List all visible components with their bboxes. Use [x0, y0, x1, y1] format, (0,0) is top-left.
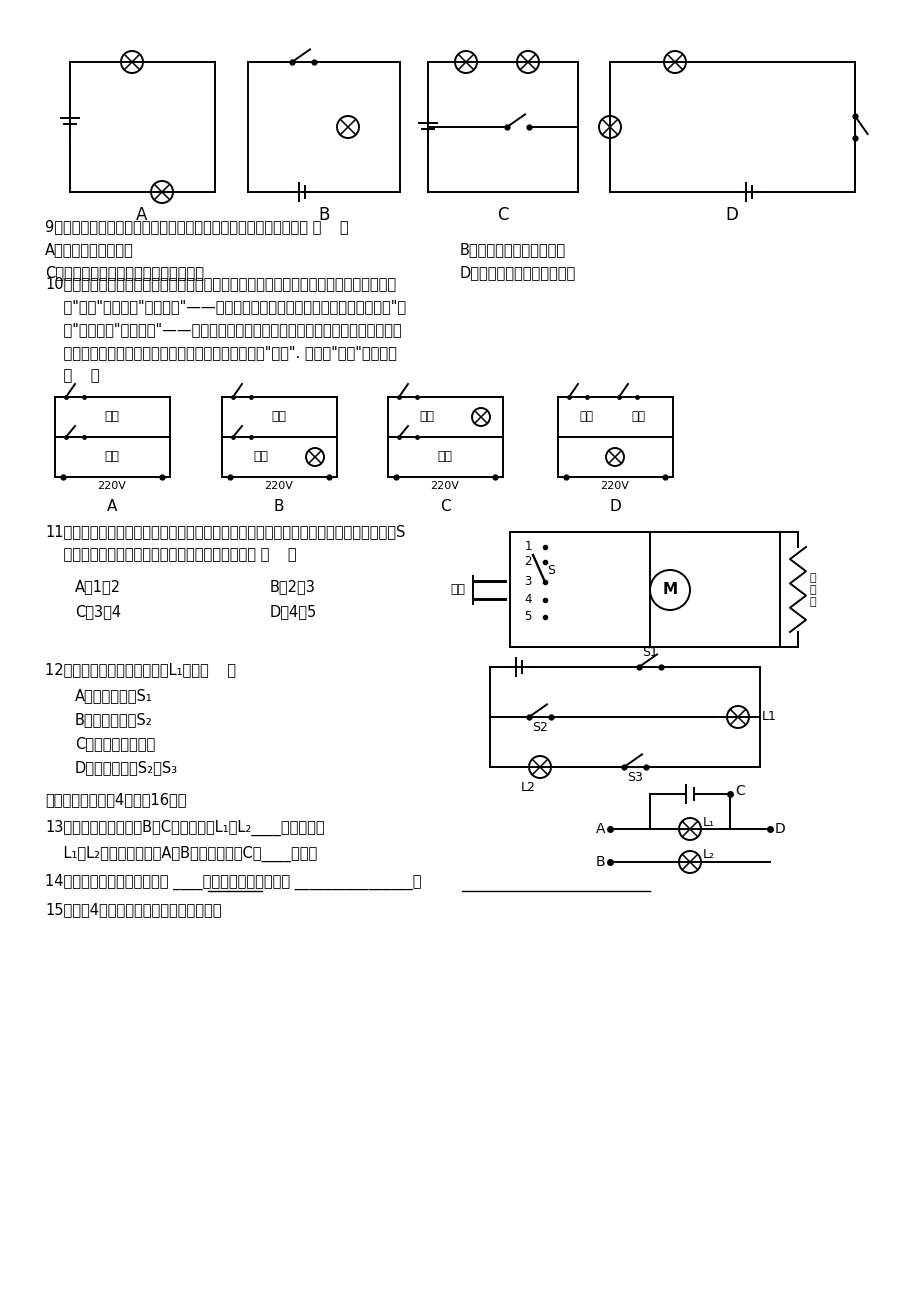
- Text: D．4和5: D．4和5: [269, 604, 317, 618]
- Text: L₁: L₁: [702, 815, 714, 828]
- Text: B．2和3: B．2和3: [269, 579, 315, 594]
- Text: 二、填空题（每题4分，共16分）: 二、填空题（每题4分，共16分）: [45, 792, 187, 807]
- Text: 同时与哪两个触点接触时，电吹风送出来的是热风 （    ）: 同时与哪两个触点接触时，电吹风送出来的是热风 （ ）: [45, 547, 296, 562]
- Text: D: D: [774, 822, 785, 836]
- Text: 9、洗衣机、电冰箱等家用电器都使用三孔插座，是因为如果不接地 （    ）: 9、洗衣机、电冰箱等家用电器都使用三孔插座，是因为如果不接地 （ ）: [45, 219, 348, 234]
- Text: L1: L1: [761, 711, 776, 724]
- Text: M: M: [662, 582, 676, 598]
- Text: 4: 4: [524, 594, 531, 607]
- Text: C: C: [734, 784, 744, 798]
- Text: C、三个开关都闭合: C、三个开关都闭合: [75, 736, 155, 751]
- Text: 光控: 光控: [105, 410, 119, 423]
- Text: 敏"材料制成"声控开关"——当有人走动发出声音时，自动闭合，无人走动时自动断: 敏"材料制成"声控开关"——当有人走动发出声音时，自动闭合，无人走动时自动断: [45, 322, 402, 337]
- Text: 声控: 声控: [254, 450, 268, 464]
- Text: B: B: [595, 855, 605, 868]
- Text: 声控: 声控: [105, 450, 119, 464]
- Text: C、人接触家用电器时可能发生触电事故: C、人接触家用电器时可能发生触电事故: [45, 266, 204, 280]
- Text: A、家用电器不能工作: A、家用电器不能工作: [45, 242, 133, 256]
- Text: L2: L2: [520, 781, 535, 794]
- Text: B、家用电器的寿命会缩短: B、家用电器的寿命会缩短: [460, 242, 565, 256]
- Text: L₁、L₂并联，则接线柱A与B连接，接线柱C与____连接。: L₁、L₂并联，则接线柱A与B连接，接线柱C与____连接。: [45, 846, 317, 862]
- Text: S1: S1: [641, 646, 657, 659]
- Text: 光控: 光控: [578, 410, 593, 423]
- Text: D、只闭合开关S₂和S₃: D、只闭合开关S₂和S₃: [75, 760, 178, 775]
- Text: 11、下图是理发用电吹风的电路，其中电热丝通电会发热，电动机通电会送风，选择开关S: 11、下图是理发用电吹风的电路，其中电热丝通电会发热，电动机通电会送风，选择开关…: [45, 523, 405, 539]
- Text: S3: S3: [627, 771, 642, 784]
- Text: D: D: [725, 206, 738, 224]
- Text: 12、在图所示的电路中，要使L₁发亮（    ）: 12、在图所示的电路中，要使L₁发亮（ ）: [45, 661, 236, 677]
- Text: 14、公路两旁的路灯采用的是 ____联方式，判断的依据是 ________________。: 14、公路两旁的路灯采用的是 ____联方式，判断的依据是 __________…: [45, 874, 421, 891]
- Text: 220V: 220V: [97, 480, 126, 491]
- Text: 声控: 声控: [437, 450, 452, 464]
- Text: L₂: L₂: [702, 849, 714, 862]
- Text: 15、下面4个电路中，根据要求填写图号。: 15、下面4个电路中，根据要求填写图号。: [45, 902, 221, 917]
- Text: D、家用电器消耗电能会增加: D、家用电器消耗电能会增加: [460, 266, 575, 280]
- Text: C．3和4: C．3和4: [75, 604, 121, 618]
- Text: 5: 5: [524, 611, 531, 624]
- Text: A、只闭合开关S₁: A、只闭合开关S₁: [75, 687, 153, 703]
- Text: D: D: [608, 499, 620, 514]
- Text: 220V: 220V: [430, 480, 459, 491]
- Text: S: S: [547, 564, 554, 577]
- Text: C: C: [496, 206, 508, 224]
- Text: 3: 3: [524, 575, 531, 589]
- Text: 13、如图所示，若连接B、C接线柱，则L₁、L₂____联，若使灯: 13、如图所示，若连接B、C接线柱，则L₁、L₂____联，若使灯: [45, 820, 324, 836]
- Text: 声控: 声控: [630, 410, 644, 423]
- Text: S2: S2: [531, 721, 548, 734]
- Text: B: B: [318, 206, 329, 224]
- Text: A: A: [136, 206, 148, 224]
- Text: B: B: [274, 499, 284, 514]
- Text: （    ）: （ ）: [45, 368, 99, 383]
- Text: 插头: 插头: [449, 583, 464, 596]
- Text: A．1和2: A．1和2: [75, 579, 121, 594]
- Text: 用"光敏"材料制成"光控开关"——天黑时，自动闭合，天亮时，自动断开；利用"声: 用"光敏"材料制成"光控开关"——天黑时，自动闭合，天亮时，自动断开；利用"声: [45, 299, 405, 314]
- Text: 220V: 220V: [600, 480, 629, 491]
- Text: 1: 1: [524, 540, 531, 553]
- Text: 220V: 220V: [265, 480, 293, 491]
- Text: C: C: [439, 499, 449, 514]
- Text: B、只闭合开关S₂: B、只闭合开关S₂: [75, 712, 153, 727]
- Text: 光控: 光控: [271, 410, 286, 423]
- Text: A: A: [595, 822, 605, 836]
- Text: 10、居民楼的楼道里，夜间只是偶尔有人经过，电灯总是亮着造成很大浪费。科研人员利: 10、居民楼的楼道里，夜间只是偶尔有人经过，电灯总是亮着造成很大浪费。科研人员利: [45, 276, 396, 292]
- Text: 光控: 光控: [419, 410, 434, 423]
- Text: 开。若将这两种开关配合使用，就可以使楼道灯变得"聪明". 则这种"聪明"的电路是: 开。若将这两种开关配合使用，就可以使楼道灯变得"聪明". 则这种"聪明"的电路是: [45, 345, 396, 359]
- Text: 电
热
丝: 电 热 丝: [809, 573, 816, 607]
- Text: A: A: [107, 499, 117, 514]
- Text: 2: 2: [524, 556, 531, 569]
